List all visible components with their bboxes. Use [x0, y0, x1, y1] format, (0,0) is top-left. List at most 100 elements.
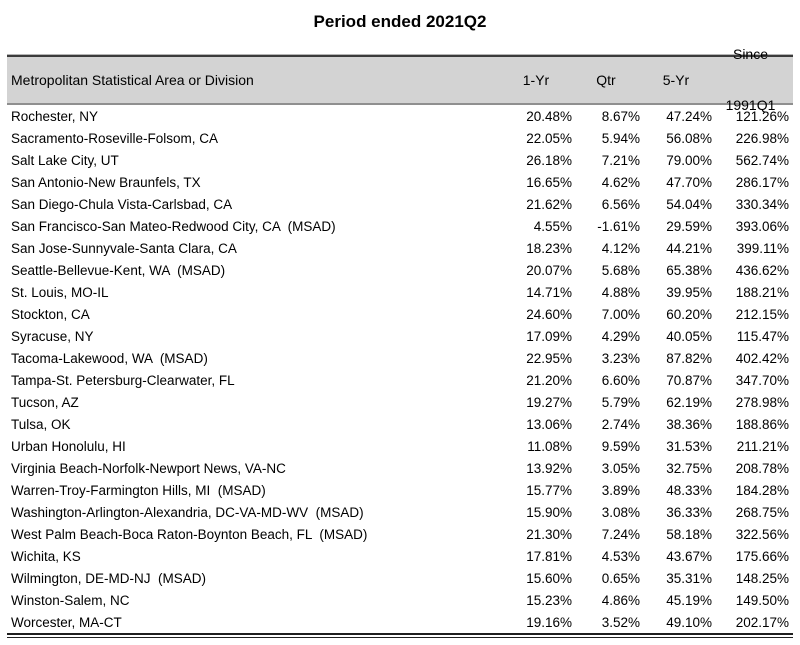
column-header-since-1991q1: Since 1991Q1 [712, 12, 789, 148]
since-value: 184.28% [735, 482, 789, 498]
table-row: Stockton, CA 24.60% 7.00% 60.20% 212.15% [7, 303, 793, 325]
table-body: Rochester, NY 20.48% 8.67% 47.24% 121.26… [7, 105, 793, 633]
one-yr-value: 15.90% [526, 504, 572, 520]
five-yr-value: 40.05% [666, 328, 712, 344]
table-row: West Palm Beach-Boca Raton-Boynton Beach… [7, 523, 793, 545]
one-yr-value: 16.65% [526, 174, 572, 190]
one-yr-value: 15.77% [526, 482, 572, 498]
msa-name: San Diego-Chula Vista-Carlsbad, CA [11, 196, 233, 212]
qtr-value: 3.23% [601, 350, 640, 366]
column-header-since-line2: 1991Q1 [725, 97, 776, 113]
table-row: Winston-Salem, NC 15.23% 4.86% 45.19% 14… [7, 589, 793, 611]
one-yr-value: 21.62% [526, 196, 572, 212]
msa-name: Syracuse, NY [11, 328, 94, 344]
one-yr-value: 4.55% [533, 218, 572, 234]
page-title: Period ended 2021Q2 [313, 12, 487, 31]
since-value: 393.06% [735, 218, 789, 234]
msa-name: Tulsa, OK [11, 416, 71, 432]
since-value: 212.15% [735, 306, 789, 322]
qtr-value: 3.89% [601, 482, 640, 498]
table-row: Sacramento-Roseville-Folsom, CA 22.05% 5… [7, 127, 793, 149]
one-yr-value: 15.60% [526, 570, 572, 586]
one-yr-value: 22.95% [526, 350, 572, 366]
one-yr-value: 21.30% [526, 526, 572, 542]
qtr-value: 7.21% [601, 152, 640, 168]
since-value: 322.56% [735, 526, 789, 542]
table-row: Salt Lake City, UT 26.18% 7.21% 79.00% 5… [7, 149, 793, 171]
qtr-value: 3.05% [601, 460, 640, 476]
msa-name: St. Louis, MO-IL [11, 284, 109, 300]
since-value: 330.34% [735, 196, 789, 212]
five-yr-value: 79.00% [666, 152, 712, 168]
five-yr-value: 32.75% [666, 460, 712, 476]
five-yr-value: 47.24% [666, 108, 712, 124]
one-yr-value: 11.08% [527, 438, 572, 454]
since-value: 268.75% [735, 504, 789, 520]
five-yr-value: 35.31% [666, 570, 712, 586]
msa-name: San Jose-Sunnyvale-Santa Clara, CA [11, 240, 237, 256]
msa-name: West Palm Beach-Boca Raton-Boynton Beach… [11, 526, 368, 542]
table-row: San Antonio-New Braunfels, TX 16.65% 4.6… [7, 171, 793, 193]
one-yr-value: 15.23% [526, 592, 572, 608]
qtr-value: 4.88% [601, 284, 640, 300]
qtr-value: 7.24% [601, 526, 640, 542]
msa-name: Tacoma-Lakewood, WA (MSAD) [11, 350, 208, 366]
five-yr-value: 56.08% [666, 130, 712, 146]
five-yr-value: 60.20% [666, 306, 712, 322]
qtr-value: 5.94% [601, 130, 640, 146]
five-yr-value: 65.38% [666, 262, 712, 278]
since-value: 402.42% [735, 350, 789, 366]
five-yr-value: 58.18% [666, 526, 712, 542]
since-value: 175.66% [735, 548, 789, 564]
table-row: Washington-Arlington-Alexandria, DC-VA-M… [7, 501, 793, 523]
qtr-value: 6.60% [601, 372, 640, 388]
one-yr-value: 24.60% [526, 306, 572, 322]
since-value: 115.47% [736, 328, 789, 344]
five-yr-value: 44.21% [666, 240, 712, 256]
five-yr-value: 48.33% [666, 482, 712, 498]
five-yr-value: 36.33% [666, 504, 712, 520]
msa-name: Salt Lake City, UT [11, 152, 119, 168]
msa-name: Seattle-Bellevue-Kent, WA (MSAD) [11, 262, 226, 278]
msa-name: Wichita, KS [11, 548, 81, 564]
column-header-qtr: Qtr [596, 72, 616, 88]
since-value: 202.17% [735, 614, 789, 630]
qtr-value: 3.52% [601, 614, 640, 630]
qtr-value: 7.00% [601, 306, 640, 322]
qtr-value: 6.56% [601, 196, 640, 212]
one-yr-value: 17.09% [526, 328, 572, 344]
qtr-value: 0.65% [601, 570, 640, 586]
five-yr-value: 70.87% [666, 372, 712, 388]
one-yr-value: 20.07% [526, 262, 572, 278]
one-yr-value: 14.71% [526, 284, 572, 300]
table-top-rule-light [7, 54, 793, 55]
one-yr-value: 13.06% [526, 416, 572, 432]
column-header-since-line1: Since [732, 46, 769, 62]
five-yr-value: 54.04% [666, 196, 712, 212]
header-bottom-rule [7, 103, 793, 105]
qtr-value: 4.12% [601, 240, 640, 256]
table-header-row: Metropolitan Statistical Area or Divisio… [7, 46, 793, 113]
msa-name: Worcester, MA-CT [11, 614, 122, 630]
qtr-value: -1.61% [597, 218, 640, 234]
table-row: St. Louis, MO-IL 14.71% 4.88% 39.95% 188… [7, 281, 793, 303]
since-value: 399.11% [736, 240, 789, 256]
five-yr-value: 31.53% [666, 438, 712, 454]
msa-name: Winston-Salem, NC [11, 592, 130, 608]
since-value: 226.98% [735, 130, 789, 146]
since-value: 436.62% [735, 262, 789, 278]
msa-name: Warren-Troy-Farmington Hills, MI (MSAD) [11, 482, 266, 498]
table-top-rule-heavy [7, 55, 793, 57]
table-row: Tucson, AZ 19.27% 5.79% 62.19% 278.98% [7, 391, 793, 413]
column-header-5yr: 5-Yr [662, 72, 690, 88]
since-value: 148.25% [735, 570, 789, 586]
five-yr-value: 47.70% [666, 174, 712, 190]
table-row: Tacoma-Lakewood, WA (MSAD) 22.95% 3.23% … [7, 347, 793, 369]
qtr-value: 4.86% [601, 592, 640, 608]
one-yr-value: 22.05% [526, 130, 572, 146]
table-row: Wichita, KS 17.81% 4.53% 43.67% 175.66% [7, 545, 793, 567]
five-yr-value: 38.36% [666, 416, 712, 432]
five-yr-value: 62.19% [666, 394, 712, 410]
msa-name: Tampa-St. Petersburg-Clearwater, FL [11, 372, 235, 388]
since-value: 347.70% [735, 372, 789, 388]
